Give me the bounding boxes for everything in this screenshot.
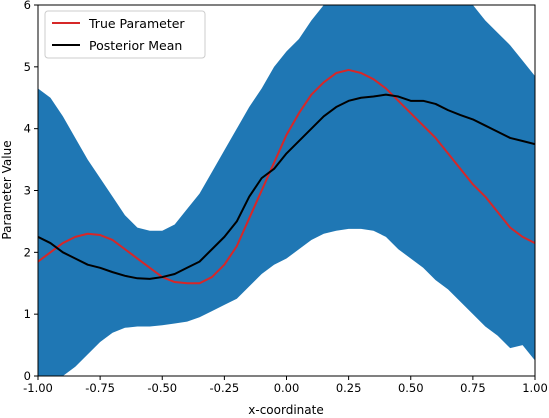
x-tick-label: -0.25	[209, 381, 239, 395]
legend-box	[44, 10, 206, 59]
y-axis: 0 1 2 3 4 5 6	[24, 0, 38, 383]
legend-label-posterior-mean: Posterior Mean	[89, 38, 182, 53]
x-axis-label: x-coordinate	[248, 403, 323, 417]
series-line-posterior-mean	[38, 93, 535, 280]
credible-band	[38, 5, 535, 376]
legend-label-true-parameter: True Parameter	[88, 16, 185, 31]
plot-area	[38, 5, 535, 376]
y-tick-label: 1	[24, 307, 31, 321]
x-tick-label: 1.00	[522, 381, 548, 395]
y-tick-label: 6	[24, 0, 31, 12]
x-tick-label: 0.00	[274, 381, 300, 395]
series-line-true-parameter	[38, 68, 535, 285]
y-tick-label: 3	[24, 184, 31, 198]
x-tick-label: -0.50	[147, 381, 177, 395]
y-tick-label: 0	[24, 369, 31, 383]
x-tick-label: -1.00	[23, 381, 53, 395]
y-axis-label: Parameter Value	[0, 140, 14, 239]
x-tick-label: 0.25	[336, 381, 362, 395]
x-tick-label: 0.50	[398, 381, 424, 395]
x-axis: -1.00 -0.75 -0.50 -0.25 0.00 0.25 0.50 0.75 1.00	[23, 376, 548, 395]
y-tick-label: 5	[24, 60, 31, 74]
legend: True Parameter Posterior Mean	[44, 10, 206, 59]
x-tick-label: -0.75	[85, 381, 115, 395]
x-tick-label: 0.75	[460, 381, 486, 395]
y-tick-label: 2	[24, 245, 31, 259]
y-tick-label: 4	[24, 122, 31, 136]
